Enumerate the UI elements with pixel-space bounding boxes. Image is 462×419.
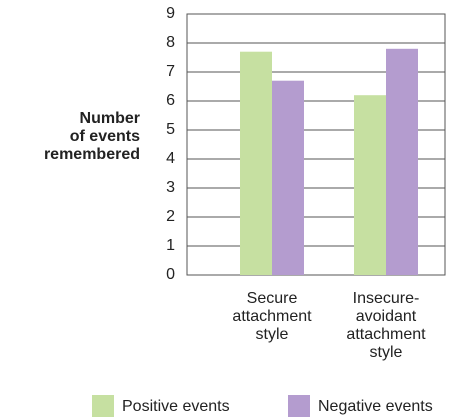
bar bbox=[386, 48, 418, 275]
y-tick-label: 7 bbox=[166, 63, 175, 80]
x-tick-label: Secure attachment style bbox=[232, 290, 312, 343]
x-tick-label: Insecure- avoidant attachment style bbox=[346, 290, 426, 361]
legend-label: Negative events bbox=[318, 398, 433, 415]
legend-swatch bbox=[92, 395, 114, 417]
legend-swatch bbox=[288, 395, 310, 417]
bar bbox=[354, 95, 386, 275]
y-tick-label: 0 bbox=[166, 266, 175, 283]
legend-label: Positive events bbox=[122, 398, 230, 415]
y-tick-label: 5 bbox=[166, 121, 175, 138]
y-tick-label: 9 bbox=[166, 5, 175, 22]
plot-frame bbox=[186, 13, 446, 276]
bar bbox=[272, 80, 304, 275]
bar bbox=[240, 51, 272, 276]
y-tick-label: 1 bbox=[166, 237, 175, 254]
y-tick-label: 4 bbox=[166, 150, 175, 167]
y-tick-label: 2 bbox=[166, 208, 175, 225]
y-tick-label: 8 bbox=[166, 34, 175, 51]
y-tick-label: 6 bbox=[166, 92, 175, 109]
y-axis-label: Number of events remembered bbox=[43, 110, 140, 163]
y-tick-label: 3 bbox=[166, 179, 175, 196]
